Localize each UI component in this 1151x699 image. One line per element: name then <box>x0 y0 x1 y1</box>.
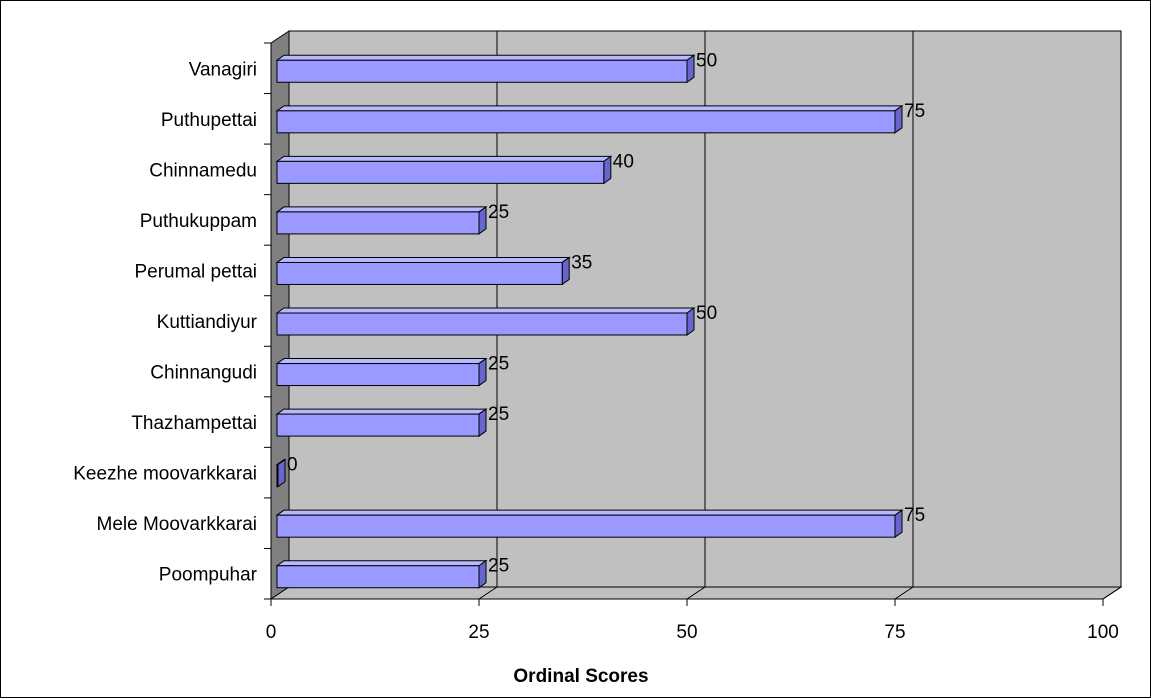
data-label: 25 <box>488 556 509 577</box>
bar-top-face <box>275 560 488 567</box>
bar-end-face <box>478 357 487 387</box>
bars <box>275 54 904 589</box>
category-label: Puthukuppam <box>140 211 257 232</box>
bar-end-face <box>478 559 487 589</box>
data-label: 35 <box>571 252 592 273</box>
data-label: 50 <box>696 303 717 324</box>
bar-end-face <box>603 155 612 185</box>
bar-top-face <box>275 105 904 112</box>
bar-front-face <box>276 565 480 589</box>
bar <box>275 256 571 286</box>
bar-front-face <box>276 464 279 488</box>
bar-front-face <box>276 363 480 387</box>
bar-front-face <box>276 59 688 83</box>
category-label: Kuttiandiyur <box>157 312 258 333</box>
category-label: Thazhampettai <box>131 413 257 434</box>
bar-front-face <box>276 261 563 285</box>
bar-end-face <box>686 307 695 336</box>
category-label: Chinnamedu <box>149 160 257 181</box>
bar-end-face <box>686 54 695 84</box>
bar <box>275 559 488 589</box>
bar <box>275 54 696 84</box>
bar-end-face <box>894 104 903 134</box>
x-tick-label: 100 <box>1087 622 1119 643</box>
category-label: Keezhe moovarkkarai <box>73 464 257 485</box>
data-label: 0 <box>287 455 298 476</box>
bar-end-face <box>894 509 903 539</box>
category-label: Vanagiri <box>189 59 257 80</box>
category-label: Chinnangudi <box>150 363 257 384</box>
data-label: 25 <box>488 354 509 375</box>
bar-front-face <box>276 160 605 184</box>
bar-top-face <box>275 307 696 314</box>
bar <box>275 307 696 336</box>
x-tick-label: 75 <box>884 622 905 643</box>
bar-end-face <box>561 256 570 286</box>
bar <box>275 509 904 539</box>
bar-top-face <box>275 155 613 162</box>
bar-end-face <box>478 205 487 235</box>
data-label: 25 <box>488 202 509 223</box>
bar-top-face <box>275 256 571 263</box>
x-axis-title: Ordinal Scores <box>513 666 648 687</box>
bar-end-face <box>478 408 487 438</box>
data-labels: 50 75 40 25 35 50 25 25 0 75 25 <box>287 50 925 576</box>
data-label: 40 <box>613 151 634 172</box>
data-label: 75 <box>904 101 925 122</box>
floor-gridline <box>478 586 498 600</box>
bar <box>275 408 488 438</box>
bar-front-face <box>276 413 480 437</box>
bar-front-face <box>276 312 688 336</box>
bar <box>275 104 904 134</box>
x-tick-label: 25 <box>468 622 489 643</box>
category-label: Puthupettai <box>161 110 257 131</box>
x-tick-label: 0 <box>266 622 277 643</box>
bar-top-face <box>275 54 696 61</box>
data-label: 75 <box>904 505 925 526</box>
bar-front-face <box>276 110 896 134</box>
bar-top-face <box>275 509 904 516</box>
bar-front-face <box>276 514 896 538</box>
bar <box>275 357 488 387</box>
bar-top-face <box>275 358 488 365</box>
bar <box>275 155 613 185</box>
category-labels: Vanagiri Puthupettai Chinnamedu Puthukuppam… <box>73 42 272 600</box>
category-label: Mele Moovarkkarai <box>97 514 258 535</box>
category-label: Perumal pettai <box>134 261 257 282</box>
bar-front-face <box>276 211 480 235</box>
bar-top-face <box>275 408 488 415</box>
bar-top-face <box>275 206 488 213</box>
data-label: 50 <box>696 50 717 71</box>
floor-gridline <box>894 586 914 600</box>
bar <box>275 205 488 235</box>
x-tick-label: 50 <box>676 622 697 643</box>
bar-end-face <box>277 458 286 488</box>
category-label: Poompuhar <box>159 565 258 586</box>
bar <box>275 458 287 488</box>
x-axis-ticks: 0 25 50 75 100 <box>266 598 1119 643</box>
floor-gridline <box>686 586 706 600</box>
data-label: 25 <box>488 404 509 425</box>
floor-gridline <box>1102 586 1122 600</box>
